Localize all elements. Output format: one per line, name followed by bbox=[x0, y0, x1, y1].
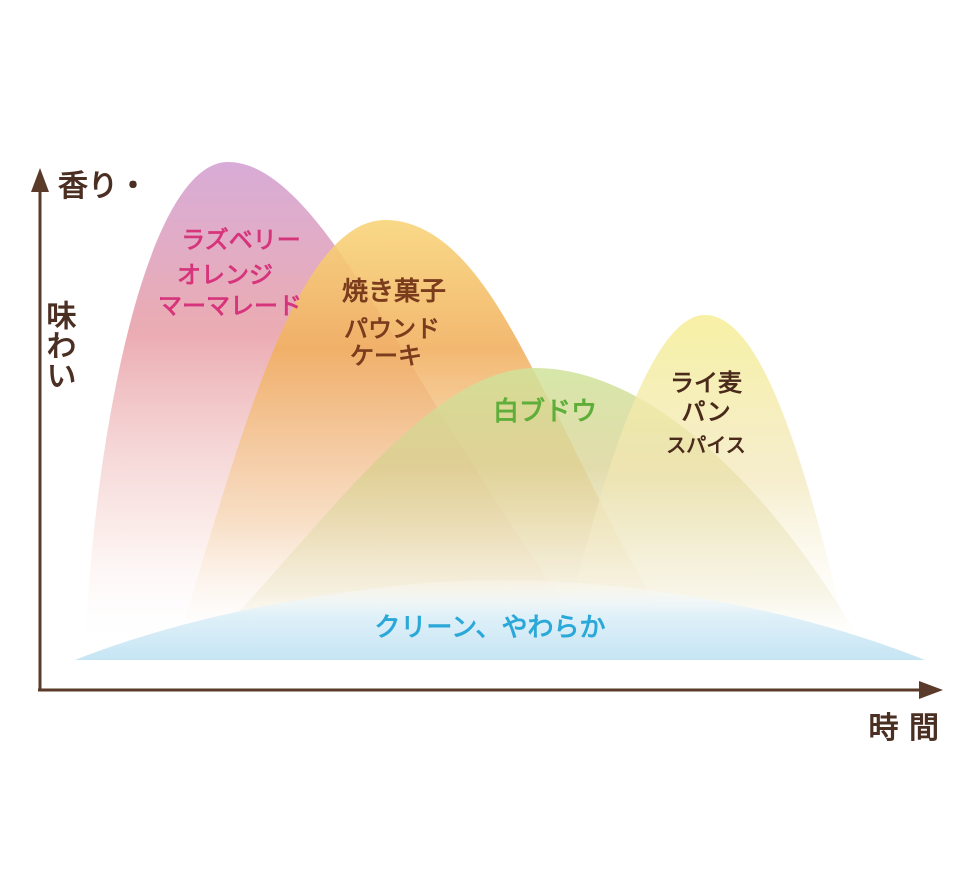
baked-label: 焼き菓子 パウンド ケーキ bbox=[342, 277, 446, 370]
raspberry-label-line: オレンジ bbox=[177, 260, 273, 289]
baked-label-line: 焼き菓子 bbox=[342, 277, 446, 307]
y-axis-label-line-2: 味わい bbox=[41, 300, 76, 390]
raspberry-label-line: ラズベリー bbox=[181, 225, 301, 254]
baked-label-line: パウンド bbox=[344, 314, 440, 343]
y-axis-arrowhead bbox=[31, 168, 49, 192]
clean-label: クリーン、やわらか bbox=[374, 613, 605, 643]
grape-label: 白ブドウ bbox=[493, 396, 597, 427]
clean-label-line: クリーン、やわらか bbox=[374, 613, 605, 643]
rye-label-line: スパイス bbox=[666, 433, 745, 457]
x-axis-arrowhead bbox=[919, 681, 943, 699]
baked-label-line: ケーキ bbox=[350, 341, 422, 370]
grape-label-line: 白ブドウ bbox=[493, 396, 597, 427]
rye-phase-shape bbox=[560, 315, 850, 650]
raspberry-label-line: マーマレード bbox=[158, 291, 302, 320]
clean-phase-shape bbox=[75, 580, 925, 660]
rye-label: ライ麦 パン スパイス bbox=[666, 368, 745, 457]
x-axis-label: 時 間 bbox=[869, 711, 939, 746]
y-axis-label-line-1: 香り・ bbox=[58, 169, 148, 204]
rye-label-line: パン bbox=[681, 397, 730, 426]
rye-label-line: ライ麦 bbox=[670, 368, 743, 397]
raspberry-label: ラズベリー オレンジ マーマレード bbox=[158, 225, 302, 320]
axes bbox=[31, 168, 943, 699]
